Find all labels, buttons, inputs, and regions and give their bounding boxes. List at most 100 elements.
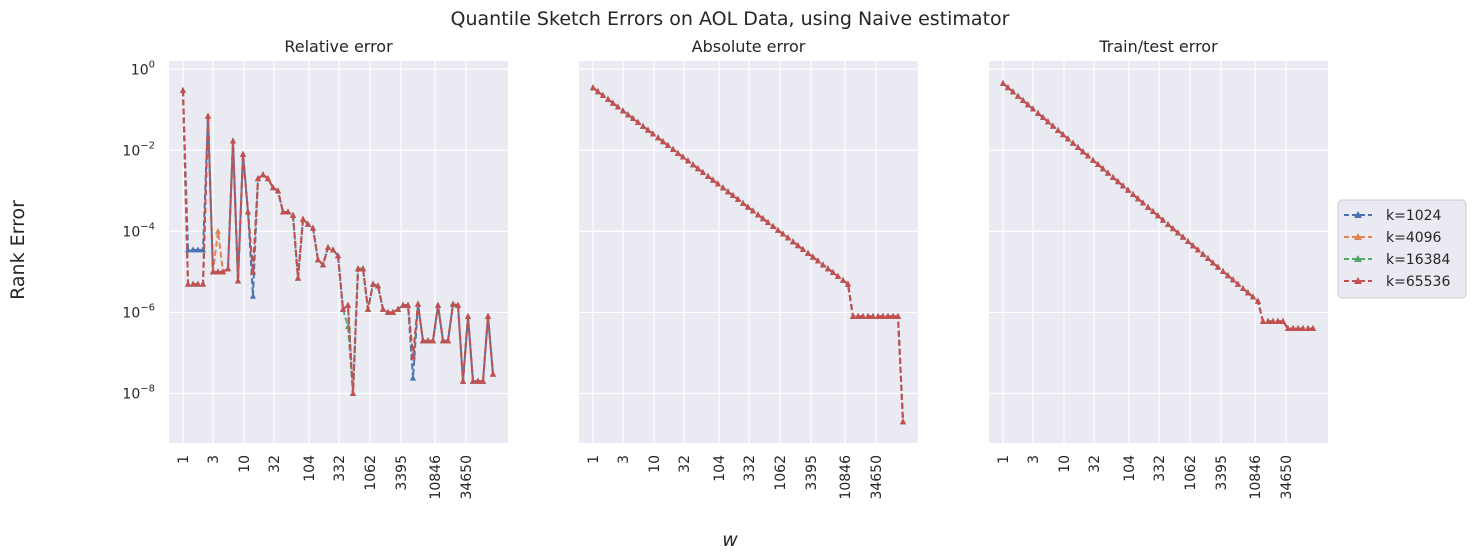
y-tick-label: 100 [131, 59, 155, 78]
data-point [1230, 276, 1236, 283]
data-point [1185, 237, 1191, 244]
x-tick-label: 3395 [1214, 455, 1230, 491]
data-point [470, 377, 476, 384]
data-point [725, 188, 731, 195]
data-point [475, 377, 481, 384]
data-point [740, 199, 746, 206]
x-tick-label: 10 [1057, 455, 1073, 473]
data-point [435, 301, 441, 308]
data-point [730, 192, 736, 199]
data-point [1035, 109, 1041, 116]
data-point [1115, 178, 1121, 185]
data-point [810, 253, 816, 260]
data-point [295, 274, 301, 281]
legend-marker [1354, 211, 1362, 218]
data-point [305, 220, 311, 227]
legend-box [1337, 199, 1467, 299]
data-point [215, 227, 221, 234]
data-point [1045, 118, 1051, 125]
data-point [1100, 165, 1106, 172]
data-point [1040, 114, 1046, 121]
data-point [440, 337, 446, 344]
data-point [365, 305, 371, 312]
data-point [265, 175, 271, 182]
data-point [1015, 92, 1021, 99]
data-point [280, 208, 286, 215]
x-tick-label: 10 [647, 455, 663, 473]
x-tick-label: 34650 [459, 455, 475, 500]
data-point [825, 265, 831, 272]
data-point [895, 312, 901, 319]
legend: k=1024 k=4096 k=16384 k=65536 [1337, 199, 1467, 299]
data-point [1020, 96, 1026, 103]
data-point [360, 265, 366, 272]
data-point [485, 312, 491, 319]
figure-title: Quantile Sketch Errors on AOL Data, usin… [451, 8, 1010, 30]
panel-3: 1 3 10 32 104 332 1062 3395 10846 34650 Train/test… [989, 37, 1328, 500]
data-point [345, 301, 351, 308]
data-point [595, 88, 601, 95]
x-tick-label: 3 [1026, 455, 1042, 464]
data-point [745, 203, 751, 210]
data-point [460, 377, 466, 384]
panel-2: 1 3 10 32 104 332 1062 3395 10846 34650 Absolute e… [579, 37, 918, 500]
data-point [785, 234, 791, 241]
data-point [270, 184, 276, 191]
data-point [415, 300, 421, 307]
data-point [600, 91, 606, 98]
data-point [890, 312, 896, 319]
data-point [790, 238, 796, 245]
y-axis-label: Rank Error [7, 200, 29, 300]
data-point [230, 137, 236, 144]
data-point [200, 246, 206, 253]
data-point [860, 312, 866, 319]
data-point [875, 312, 881, 319]
x-tick-label: 332 [742, 455, 758, 482]
x-tick-label: 332 [332, 455, 348, 482]
data-point [1250, 293, 1256, 300]
data-point [1300, 325, 1306, 332]
data-point [855, 312, 861, 319]
data-point [1125, 186, 1131, 193]
data-point [425, 337, 431, 344]
data-point [385, 308, 391, 315]
data-point [1105, 169, 1111, 176]
x-tick-label: 32 [677, 455, 693, 473]
data-point [210, 268, 216, 275]
x-tick-label: 3395 [804, 455, 820, 491]
data-point [1060, 131, 1066, 138]
data-point [285, 208, 291, 215]
data-point [705, 172, 711, 179]
x-tick-label: 32 [267, 455, 283, 473]
data-point [1245, 289, 1251, 296]
data-point [845, 280, 851, 287]
x-tick-label: 3 [616, 455, 632, 464]
data-point [1305, 325, 1311, 332]
data-point [380, 305, 386, 312]
data-point [250, 292, 256, 299]
x-tick-label: 34650 [1279, 455, 1295, 500]
data-point [605, 95, 611, 102]
data-point [420, 337, 426, 344]
data-point [1175, 229, 1181, 236]
data-point [1235, 280, 1241, 287]
x-tick-label: 104 [302, 455, 318, 482]
data-point [1055, 126, 1061, 133]
data-point [1080, 148, 1086, 155]
data-point [185, 280, 191, 287]
data-point [410, 353, 416, 360]
data-point [465, 312, 471, 319]
data-point [665, 141, 671, 148]
data-point [1205, 255, 1211, 262]
x-tick-label: 104 [712, 455, 728, 482]
x-tick-label: 10846 [838, 455, 854, 500]
data-point [695, 165, 701, 172]
x-tick-label: 3395 [394, 455, 410, 491]
data-point [1050, 122, 1056, 129]
data-point [820, 261, 826, 268]
x-tick-label: 1062 [773, 455, 789, 491]
data-point [455, 301, 461, 308]
legend-marker [1354, 233, 1362, 240]
legend-marker [1354, 277, 1362, 284]
data-point [330, 246, 336, 253]
